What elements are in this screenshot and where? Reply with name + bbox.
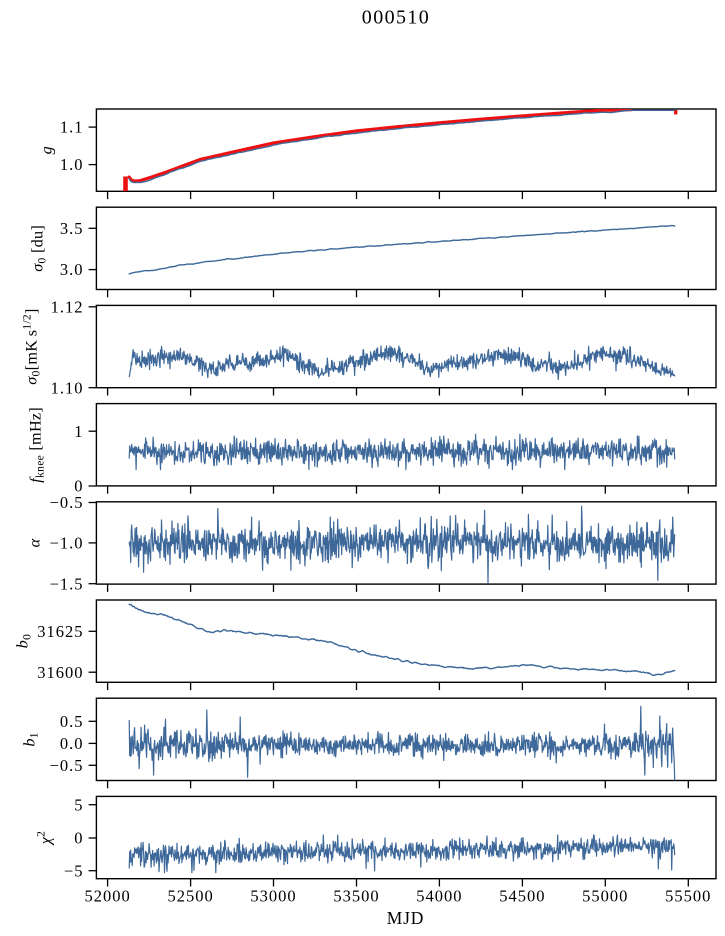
svg-text:σ0[mK s1/2]: σ0[mK s1/2] bbox=[22, 308, 43, 384]
svg-text:−5: −5 bbox=[64, 861, 84, 880]
svg-text:3.5: 3.5 bbox=[60, 219, 84, 238]
svg-text:b0: b0 bbox=[14, 634, 34, 648]
svg-text:1.1: 1.1 bbox=[60, 118, 84, 137]
svg-text:3.0: 3.0 bbox=[60, 260, 84, 279]
svg-text:54000: 54000 bbox=[416, 887, 462, 906]
svg-text:000510: 000510 bbox=[362, 7, 430, 29]
svg-text:−0.5: −0.5 bbox=[50, 493, 84, 512]
svg-text:−0.5: −0.5 bbox=[50, 756, 84, 775]
svg-text:g: g bbox=[38, 146, 56, 154]
svg-text:52500: 52500 bbox=[167, 887, 213, 906]
svg-text:χ2: χ2 bbox=[36, 831, 55, 846]
svg-text:−1.5: −1.5 bbox=[50, 574, 84, 593]
svg-text:MJD: MJD bbox=[387, 908, 424, 928]
svg-text:0.0: 0.0 bbox=[60, 734, 84, 753]
svg-text:5: 5 bbox=[74, 795, 83, 814]
svg-text:52000: 52000 bbox=[84, 887, 130, 906]
svg-text:53500: 53500 bbox=[333, 887, 379, 906]
svg-text:1: 1 bbox=[74, 422, 83, 441]
svg-text:53000: 53000 bbox=[250, 887, 296, 906]
svg-text:1.0: 1.0 bbox=[60, 155, 84, 174]
svg-text:55000: 55000 bbox=[582, 887, 628, 906]
svg-text:b1: b1 bbox=[21, 732, 41, 746]
svg-text:σ0 [du]: σ0 [du] bbox=[29, 225, 49, 272]
svg-text:1.12: 1.12 bbox=[51, 297, 84, 316]
svg-text:−1.0: −1.0 bbox=[50, 534, 84, 553]
svg-text:0.5: 0.5 bbox=[60, 712, 84, 731]
svg-text:31625: 31625 bbox=[37, 622, 83, 641]
svg-text:0: 0 bbox=[74, 829, 83, 848]
svg-text:55500: 55500 bbox=[665, 887, 711, 906]
svg-text:54500: 54500 bbox=[499, 887, 545, 906]
svg-text:1.10: 1.10 bbox=[51, 378, 84, 397]
svg-text:α: α bbox=[26, 538, 44, 547]
svg-text:fknee [mHz]: fknee [mHz] bbox=[27, 407, 47, 483]
svg-text:0: 0 bbox=[74, 477, 83, 496]
svg-text:31600: 31600 bbox=[37, 663, 83, 682]
